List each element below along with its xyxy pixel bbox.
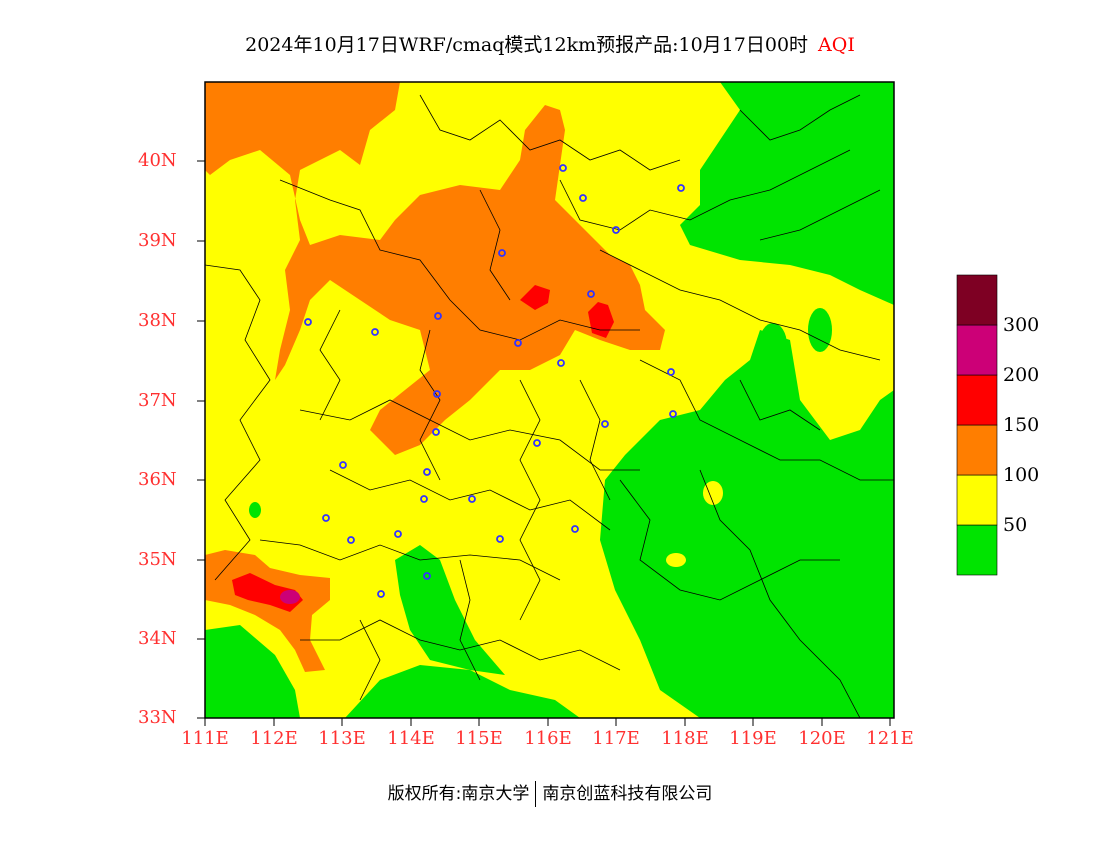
aqi-band-0-50-patch: [808, 308, 832, 352]
city-marker: [347, 536, 355, 544]
colorbar-label: 100: [1003, 464, 1040, 486]
city-marker: [322, 514, 330, 522]
lon-label: 117E: [592, 728, 640, 749]
title-main: 2024年10月17日WRF/cmaq模式12km预报产品:10月17日00时: [245, 34, 809, 56]
lon-label: 118E: [661, 728, 709, 749]
lat-label: 38N: [138, 310, 177, 331]
city-marker: [514, 339, 522, 347]
city-marker: [394, 530, 402, 538]
lat-label: 33N: [138, 707, 177, 728]
city-marker: [371, 328, 379, 336]
copyright-left: 版权所有:南京大学: [387, 784, 530, 804]
lat-label: 34N: [138, 628, 177, 649]
lon-label: 114E: [387, 728, 435, 749]
map-title: 2024年10月17日WRF/cmaq模式12km预报产品:10月17日00时 A…: [0, 30, 1100, 57]
colorbar: [956, 274, 998, 576]
title-variable: AQI: [818, 34, 855, 56]
city-marker: [432, 428, 440, 436]
colorbar-swatch: [956, 324, 998, 376]
lat-label: 39N: [138, 230, 177, 251]
aqi-band-0-50-patch: [249, 502, 261, 518]
aqi-fill-layer: [205, 82, 894, 718]
city-marker: [423, 572, 431, 580]
city-marker: [433, 390, 441, 398]
aqi-band-0-50-corridor: [395, 545, 505, 675]
city-markers: [304, 164, 685, 598]
city-marker: [304, 318, 312, 326]
city-marker: [468, 495, 476, 503]
footer-divider: [535, 781, 537, 807]
city-marker: [669, 410, 677, 418]
city-marker: [579, 194, 587, 202]
city-marker: [339, 461, 347, 469]
lon-label: 121E: [866, 728, 914, 749]
aqi-band-200-300: [280, 590, 300, 604]
colorbar-label: 50: [1003, 514, 1028, 536]
lat-label: 37N: [138, 390, 177, 411]
aqi-band-0-50-southwest: [205, 625, 300, 718]
city-marker: [601, 420, 609, 428]
aqi-band-100-150-northwest: [205, 82, 665, 455]
axis-ticks: [197, 160, 891, 726]
lon-label: 113E: [318, 728, 366, 749]
colorbar-swatch: [956, 524, 998, 576]
city-marker: [420, 495, 428, 503]
lon-label: 115E: [455, 728, 503, 749]
aqi-band-150-200-north: [520, 285, 550, 310]
colorbar-label: 150: [1003, 414, 1040, 436]
lon-label: 120E: [798, 728, 846, 749]
colorbar-label: 200: [1003, 364, 1040, 386]
colorbar-swatch: [956, 274, 998, 326]
city-marker: [612, 226, 620, 234]
city-marker: [496, 535, 504, 543]
lon-label: 116E: [524, 728, 572, 749]
lon-label: 112E: [250, 728, 298, 749]
city-marker: [434, 312, 442, 320]
copyright-right: 南京创蓝科技有限公司: [542, 784, 713, 804]
lat-label: 40N: [138, 150, 177, 171]
aqi-band-0-50-patch: [759, 323, 787, 367]
city-marker: [377, 590, 385, 598]
admin-boundaries: [205, 94, 894, 718]
lat-label: 36N: [138, 469, 177, 490]
aqi-band-50-100-patch: [666, 553, 686, 567]
lon-label: 119E: [729, 728, 777, 749]
colorbar-label: 300: [1003, 314, 1040, 336]
aqi-band-50-100-patch: [839, 387, 851, 403]
map-frame: [204, 81, 895, 719]
lat-label: 35N: [138, 549, 177, 570]
aqi-band-0-50-south: [345, 665, 580, 718]
city-marker: [587, 290, 595, 298]
city-marker: [557, 359, 565, 367]
lon-label: 111E: [181, 728, 229, 749]
copyright-footer: 版权所有:南京大学 南京创蓝科技有限公司: [0, 779, 1100, 807]
colorbar-swatch: [956, 374, 998, 426]
colorbar-swatch: [956, 424, 998, 476]
city-marker: [423, 468, 431, 476]
city-marker: [677, 184, 685, 192]
city-marker: [559, 164, 567, 172]
city-marker: [498, 249, 506, 257]
city-marker: [667, 368, 675, 376]
colorbar-swatch: [956, 474, 998, 526]
city-marker: [571, 525, 579, 533]
aqi-band-50-100-patch: [703, 481, 723, 505]
city-marker: [533, 439, 541, 447]
